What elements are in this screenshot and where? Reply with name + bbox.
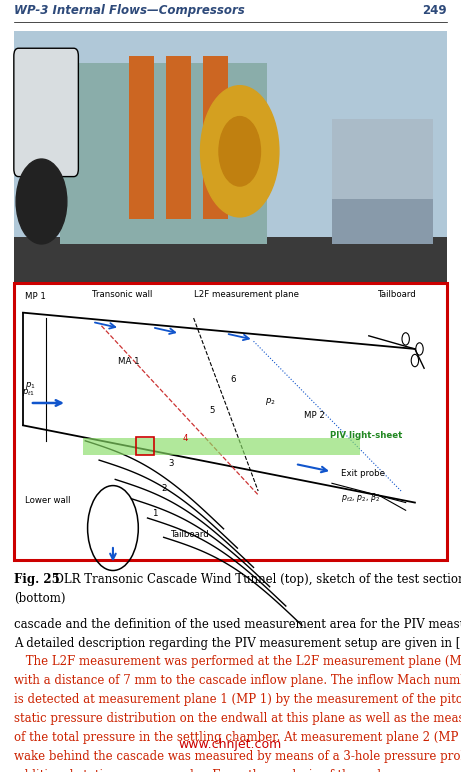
Text: is detected at measurement plane 1 (MP 1) by the measurement of the pitchwise: is detected at measurement plane 1 (MP 1… <box>14 693 461 706</box>
Bar <box>129 56 154 219</box>
Text: $p_1$: $p_1$ <box>25 380 36 391</box>
Text: Tailboard: Tailboard <box>171 530 209 540</box>
Text: Transonic wall: Transonic wall <box>92 290 153 300</box>
Text: 3: 3 <box>168 459 174 469</box>
Circle shape <box>16 159 67 244</box>
Text: 249: 249 <box>423 4 447 17</box>
FancyBboxPatch shape <box>14 48 78 177</box>
Text: of the total pressure in the settling chamber. At measurement plane 2 (MP 2) the: of the total pressure in the settling ch… <box>14 731 461 744</box>
Text: cascade and the definition of the used measurement area for the PIV measurements: cascade and the definition of the used m… <box>14 618 461 631</box>
Text: WP-3 Internal Flows—Compressors: WP-3 Internal Flows—Compressors <box>14 4 245 17</box>
Bar <box>166 56 191 219</box>
Text: Exit probe: Exit probe <box>341 469 385 478</box>
Bar <box>332 119 433 206</box>
Text: $p_{t2}$, $p_2$, $\beta_2$: $p_{t2}$, $p_2$, $\beta_2$ <box>341 491 381 504</box>
Text: MP 1: MP 1 <box>25 292 46 301</box>
Text: Tailboard: Tailboard <box>378 290 417 300</box>
Text: www.chnjet.com: www.chnjet.com <box>179 739 282 751</box>
Text: wake behind the cascade was measured by means of a 3-hole pressure probe and an: wake behind the cascade was measured by … <box>14 750 461 763</box>
Text: 2: 2 <box>161 484 167 493</box>
Bar <box>203 56 228 219</box>
Text: with a distance of 7 mm to the cascade inflow plane. The inflow Mach number: with a distance of 7 mm to the cascade i… <box>14 675 461 687</box>
Text: additional static pressure probe. From the analysis of the wake measurements the: additional static pressure probe. From t… <box>14 769 461 772</box>
Text: 4: 4 <box>182 434 188 443</box>
Text: Fig. 25: Fig. 25 <box>14 573 59 586</box>
Text: PIV light-sheet: PIV light-sheet <box>330 431 402 440</box>
Circle shape <box>219 117 260 186</box>
Text: 1: 1 <box>152 509 158 518</box>
Bar <box>60 63 267 244</box>
Bar <box>83 438 360 455</box>
Text: MP 2: MP 2 <box>304 411 325 421</box>
Bar <box>14 236 447 282</box>
Text: 6: 6 <box>230 375 236 384</box>
Text: MA 1: MA 1 <box>118 357 139 367</box>
Text: $p_{t1}$: $p_{t1}$ <box>22 387 35 398</box>
Text: 5: 5 <box>210 406 215 415</box>
Text: DLR Transonic Cascade Wind Tunnel (top), sketch of the test section with the cas: DLR Transonic Cascade Wind Tunnel (top),… <box>47 573 461 586</box>
Bar <box>136 437 154 455</box>
Circle shape <box>201 86 279 217</box>
Text: (bottom): (bottom) <box>14 592 65 605</box>
Text: The L2F measurement was performed at the L2F measurement plane (MP L2F): The L2F measurement was performed at the… <box>14 655 461 669</box>
Bar <box>14 283 447 560</box>
Text: A detailed description regarding the PIV measurement setup are given in [17, 18]: A detailed description regarding the PIV… <box>14 636 461 649</box>
Text: L2F measurement plane: L2F measurement plane <box>194 290 299 300</box>
Text: static pressure distribution on the endwall at this plane as well as the measure: static pressure distribution on the endw… <box>14 713 461 725</box>
Bar <box>332 199 433 244</box>
Text: Lower wall: Lower wall <box>25 496 71 505</box>
Bar <box>14 31 447 282</box>
Text: $p_2$: $p_2$ <box>265 396 276 407</box>
